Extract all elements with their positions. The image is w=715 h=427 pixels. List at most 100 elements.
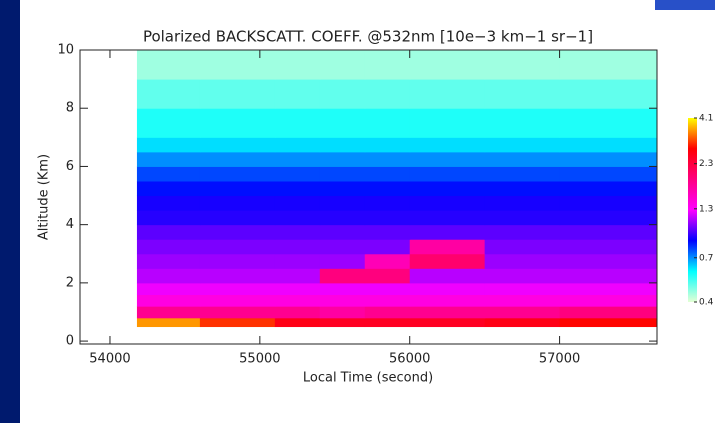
heatmap-cell: [559, 317, 658, 328]
heatmap-cell: [199, 253, 276, 269]
heatmap-cell: [274, 306, 321, 319]
heatmap-cell: [484, 210, 561, 226]
heatmap-cell: [274, 195, 321, 211]
heatmap-cell: [199, 108, 276, 138]
slide-top-bar: [655, 0, 715, 10]
heatmap-cell: [136, 224, 201, 240]
heatmap-cell: [274, 151, 321, 167]
heatmap-cell: [199, 137, 276, 153]
heatmap-cell: [274, 268, 321, 284]
heatmap-cell: [274, 79, 321, 109]
y-tick-label: 6: [66, 159, 74, 174]
heatmap-cell: [199, 224, 276, 240]
heatmap-cell: [274, 108, 321, 138]
heatmap-cell: [364, 306, 411, 319]
heatmap-cell: [559, 239, 658, 255]
colorbar-tick-label: 1.3: [699, 204, 713, 214]
heatmap-cell: [136, 317, 201, 328]
y-tick-label: 0: [66, 334, 74, 349]
heatmap-cell: [409, 151, 486, 167]
heatmap-cell: [199, 210, 276, 226]
heatmap-cell: [484, 282, 561, 296]
colorbar-tick-label: 0.7: [699, 253, 713, 263]
heatmap-cell: [484, 137, 561, 153]
heatmap-cell: [559, 195, 658, 211]
heatmap-cell: [319, 50, 366, 80]
heatmap-cell: [199, 282, 276, 296]
heatmap-cell: [559, 79, 658, 109]
heatmap-cell: [484, 306, 561, 319]
heatmap-cell: [484, 253, 561, 269]
heatmap-cell: [319, 224, 366, 240]
heatmap-cell: [319, 294, 366, 307]
heatmap-cell: [364, 79, 411, 109]
colorbar-tick-label: 2.3: [699, 159, 713, 169]
heatmap-cell: [484, 224, 561, 240]
heatmap-cell: [559, 151, 658, 167]
x-tick-label: 55000: [239, 352, 280, 367]
heatmap-cell: [409, 282, 486, 296]
heatmap-cell: [409, 268, 486, 284]
heatmap-cell: [409, 294, 486, 307]
heatmap-cell: [274, 180, 321, 197]
heatmap-cell: [484, 151, 561, 167]
heatmap-cell: [409, 180, 486, 197]
heatmap-cell: [484, 239, 561, 255]
heatmap-cell: [199, 180, 276, 197]
heatmap-cell: [559, 166, 658, 182]
heatmap-cell: [136, 151, 201, 167]
heatmap-cell: [274, 294, 321, 307]
heatmap-cell: [274, 137, 321, 153]
heatmap-cell: [274, 282, 321, 296]
heatmap-cell: [136, 253, 201, 269]
heatmap-cell: [199, 151, 276, 167]
colorbar: [688, 118, 697, 302]
heatmap-cell: [136, 180, 201, 197]
chart-title: Polarized BACKSCATT. COEFF. @532nm [10e−…: [143, 28, 593, 46]
heatmap-cell: [364, 253, 411, 269]
heatmap-cell: [484, 268, 561, 284]
heatmap-cell: [409, 239, 486, 255]
heatmap-cell: [199, 50, 276, 80]
heatmap-cell: [364, 166, 411, 182]
colorbar-tick-label: 4.1: [699, 114, 713, 124]
plot-frame: [79, 49, 658, 345]
heatmap-cell: [364, 268, 411, 284]
heatmap-cell: [559, 282, 658, 296]
heatmap-cell: [409, 137, 486, 153]
heatmap-cell: [136, 79, 201, 109]
heatmap-cell: [274, 317, 321, 328]
heatmap-cell: [364, 239, 411, 255]
colorbar-tick-label: 0.4: [699, 298, 714, 308]
heatmap-cell: [319, 306, 366, 319]
y-tick-label: 2: [66, 275, 74, 290]
x-tick-label: 56000: [389, 352, 430, 367]
heatmap-cell: [319, 108, 366, 138]
heatmap-cell: [364, 224, 411, 240]
heatmap-cell: [274, 50, 321, 80]
heatmap-cell: [559, 268, 658, 284]
heatmap-cell: [364, 180, 411, 197]
heatmap-cell: [409, 253, 486, 269]
x-axis-label: Local Time (second): [303, 371, 433, 386]
heatmap-cell: [409, 317, 486, 328]
x-tick-label: 57000: [539, 352, 580, 367]
heatmap-cell: [484, 317, 561, 328]
heatmap-cell: [136, 210, 201, 226]
heatmap-cell: [364, 294, 411, 307]
heatmap-cell: [136, 108, 201, 138]
heatmap-cell: [409, 166, 486, 182]
heatmap-cell: [274, 210, 321, 226]
heatmap-cell: [199, 268, 276, 284]
heatmap-cell: [136, 282, 201, 296]
heatmap-cell: [409, 210, 486, 226]
heatmap-cell: [136, 137, 201, 153]
heatmap-cell: [484, 166, 561, 182]
heatmap-cell: [199, 317, 276, 328]
y-tick-label: 4: [66, 217, 74, 232]
y-axis-label: Altitude (Km): [37, 154, 52, 240]
heatmap-cell: [136, 268, 201, 284]
heatmap-cell: [484, 294, 561, 307]
heatmap-cell: [559, 50, 658, 80]
heatmap-cell: [364, 195, 411, 211]
